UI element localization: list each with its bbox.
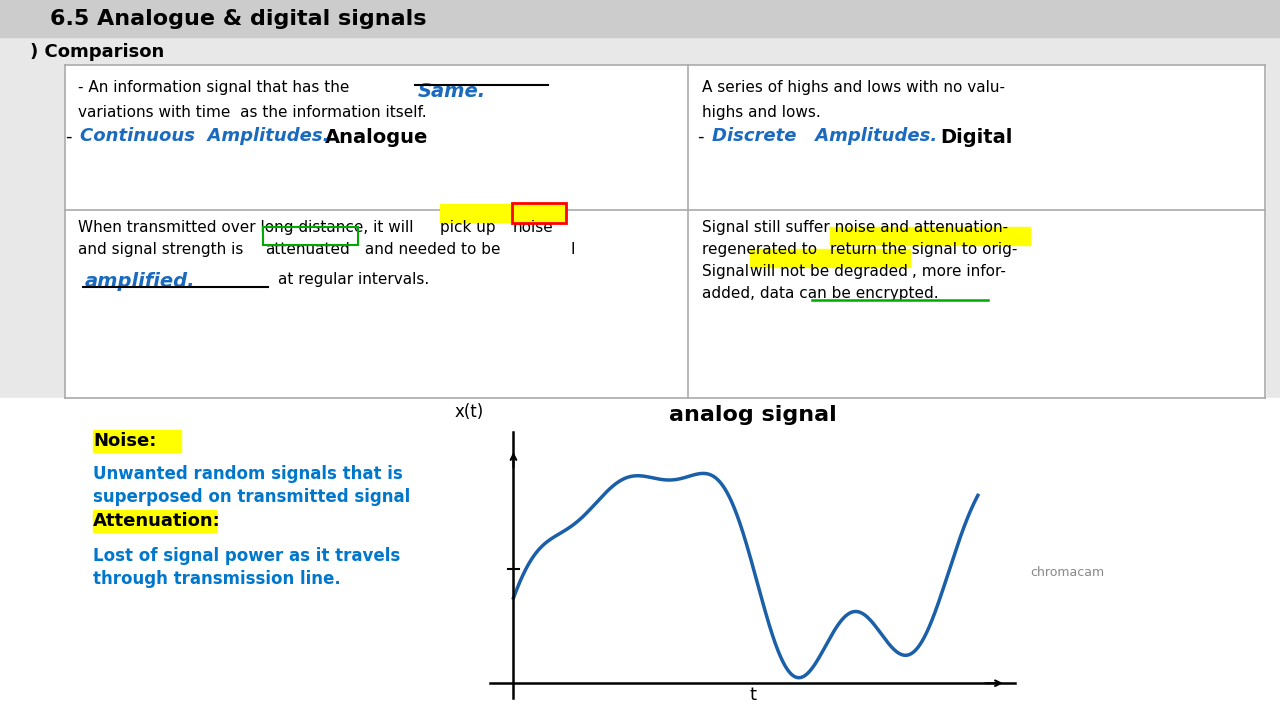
Text: added, data can be encrypted.: added, data can be encrypted. bbox=[701, 286, 938, 301]
Text: Discrete   Amplitudes.: Discrete Amplitudes. bbox=[712, 127, 937, 145]
Text: and signal strength is: and signal strength is bbox=[78, 242, 248, 257]
Text: When transmitted over long distance, it will: When transmitted over long distance, it … bbox=[78, 220, 419, 235]
Text: variations with time  as the information itself.: variations with time as the information … bbox=[78, 105, 426, 120]
Bar bbox=[513, 204, 564, 222]
Bar bbox=[750, 249, 910, 267]
Bar bbox=[65, 65, 1265, 398]
Text: -: - bbox=[698, 128, 704, 146]
Text: I: I bbox=[570, 242, 575, 257]
Text: Digital: Digital bbox=[941, 128, 1012, 147]
Text: 6.5 Analogue & digital signals: 6.5 Analogue & digital signals bbox=[50, 9, 426, 29]
Text: superposed on transmitted signal: superposed on transmitted signal bbox=[93, 488, 411, 506]
Text: Lost of signal power as it travels: Lost of signal power as it travels bbox=[93, 547, 401, 565]
Bar bbox=[93, 430, 180, 452]
Text: Signal still suffer noise and attenuation-: Signal still suffer noise and attenuatio… bbox=[701, 220, 1009, 235]
Text: through transmission line.: through transmission line. bbox=[93, 570, 340, 588]
Text: noise: noise bbox=[513, 220, 554, 235]
Text: ) Comparison: ) Comparison bbox=[29, 43, 164, 61]
Title: analog signal: analog signal bbox=[668, 405, 837, 425]
Text: A series of highs and lows with no valu-: A series of highs and lows with no valu- bbox=[701, 80, 1005, 95]
Text: chromacam: chromacam bbox=[1030, 565, 1105, 578]
Bar bbox=[440, 204, 512, 222]
Bar bbox=[0, 0, 1280, 37]
Text: attenuated: attenuated bbox=[265, 242, 349, 257]
Bar bbox=[0, 398, 1280, 720]
Text: pick up: pick up bbox=[440, 220, 495, 235]
Y-axis label: x(t): x(t) bbox=[454, 403, 484, 421]
Text: Continuous  Amplitudes.: Continuous Amplitudes. bbox=[79, 127, 329, 145]
Text: highs and lows.: highs and lows. bbox=[701, 105, 820, 120]
Bar bbox=[829, 227, 1030, 245]
Text: Noise:: Noise: bbox=[93, 432, 156, 450]
Text: Attenuation:: Attenuation: bbox=[93, 512, 220, 530]
Bar bbox=[512, 203, 566, 223]
Text: -: - bbox=[65, 128, 72, 146]
Text: will not be degraded: will not be degraded bbox=[750, 264, 908, 279]
Text: Signal: Signal bbox=[701, 264, 754, 279]
Text: and needed to be: and needed to be bbox=[360, 242, 500, 257]
Text: Unwanted random signals that is: Unwanted random signals that is bbox=[93, 465, 403, 483]
Text: regenerated to: regenerated to bbox=[701, 242, 822, 257]
Text: Analogue: Analogue bbox=[325, 128, 429, 147]
Bar bbox=[93, 510, 216, 532]
Text: , more infor-: , more infor- bbox=[911, 264, 1006, 279]
X-axis label: t: t bbox=[749, 686, 756, 704]
Text: amplified.: amplified. bbox=[84, 272, 196, 291]
Bar bbox=[262, 227, 358, 245]
Text: Same.: Same. bbox=[419, 82, 486, 101]
Text: - An information signal that has the: - An information signal that has the bbox=[78, 80, 355, 95]
Text: return the signal to orig-: return the signal to orig- bbox=[829, 242, 1018, 257]
Text: at regular intervals.: at regular intervals. bbox=[278, 272, 429, 287]
